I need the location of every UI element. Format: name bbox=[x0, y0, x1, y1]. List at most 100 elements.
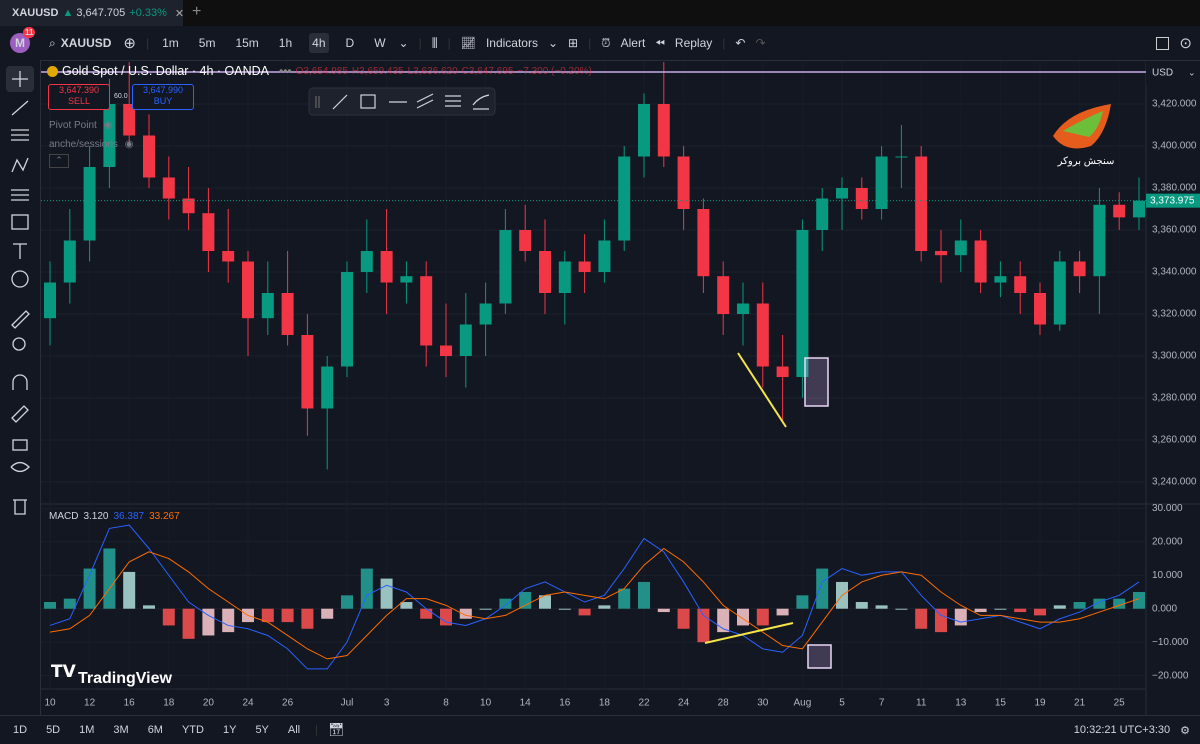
candle-body bbox=[598, 240, 611, 272]
histogram-bar bbox=[440, 608, 452, 626]
candle-body bbox=[281, 293, 294, 335]
candle-body bbox=[103, 104, 116, 167]
range[interactable]: 6M bbox=[147, 724, 163, 736]
indicator-sessions[interactable]: anche/sessions ◉ bbox=[49, 135, 133, 154]
new-tab[interactable]: + bbox=[192, 3, 202, 20]
ft-fib[interactable] bbox=[445, 95, 461, 107]
legend-title[interactable]: Gold Spot / U.S. Dollar · 4h · OANDA bbox=[62, 64, 270, 78]
candle-body bbox=[182, 198, 195, 214]
tool-fib[interactable] bbox=[11, 129, 29, 141]
tool-magnet[interactable] bbox=[12, 374, 28, 390]
histogram-bar bbox=[994, 608, 1007, 610]
y-tick-label: −10.000 bbox=[1152, 637, 1189, 648]
box-drawing bbox=[804, 357, 829, 407]
undo[interactable]: ↶ bbox=[735, 36, 746, 50]
range[interactable]: 5D bbox=[46, 724, 61, 736]
tool-line[interactable] bbox=[11, 100, 29, 116]
redo[interactable]: ↷ bbox=[755, 36, 766, 50]
x-tick-label: 24 bbox=[242, 698, 254, 709]
histogram-bar bbox=[182, 608, 195, 639]
interval[interactable]: 1h bbox=[278, 36, 293, 50]
ft-channel[interactable] bbox=[416, 93, 434, 109]
clock[interactable]: 10:32:21 UTC+3:30 bbox=[1073, 724, 1171, 736]
histogram-bar bbox=[400, 602, 413, 609]
interval[interactable]: 4h bbox=[309, 33, 329, 53]
range[interactable]: 1Y bbox=[222, 724, 237, 736]
alert[interactable]: Alert bbox=[620, 36, 646, 50]
ft-line[interactable] bbox=[332, 94, 348, 110]
buy-button[interactable]: 3,647.990 BUY bbox=[132, 84, 194, 110]
range[interactable]: YTD bbox=[181, 724, 204, 736]
tool-pencil[interactable] bbox=[11, 405, 29, 423]
range[interactable]: 5Y bbox=[255, 724, 269, 736]
tab-close[interactable]: ✕ bbox=[174, 7, 185, 20]
indicators[interactable]: Indicators bbox=[485, 36, 538, 50]
tool-emoji[interactable] bbox=[11, 270, 29, 288]
drag-handle[interactable] bbox=[315, 96, 320, 108]
fullscreen[interactable] bbox=[1156, 36, 1170, 50]
histogram-bar bbox=[915, 608, 928, 629]
tool-zoom[interactable] bbox=[12, 337, 26, 351]
range[interactable]: 3M bbox=[113, 724, 129, 736]
indicators-menu[interactable]: ⌄ bbox=[547, 36, 559, 50]
tool-eye[interactable] bbox=[10, 461, 30, 473]
avatar[interactable]: M 11 bbox=[10, 27, 36, 53]
interval[interactable]: D bbox=[345, 36, 355, 50]
legend: Gold Spot / U.S. Dollar · 4h · OANDA •••… bbox=[47, 64, 592, 78]
candle-body bbox=[737, 303, 749, 314]
currency-menu[interactable]: ⌄ bbox=[1188, 67, 1196, 77]
interval-menu[interactable]: ⌄ bbox=[398, 36, 409, 50]
tool-ruler[interactable] bbox=[11, 310, 30, 329]
eye-icon[interactable]: ◉ bbox=[124, 139, 134, 150]
histogram-bar bbox=[420, 608, 433, 619]
tool-trash[interactable] bbox=[13, 499, 27, 515]
ft-rect[interactable] bbox=[360, 94, 376, 109]
plot: 3,240.000 3,260.000 3,280.000 3,300.000 3,32… bbox=[41, 61, 1200, 709]
interval[interactable]: 5m bbox=[198, 36, 216, 50]
compare[interactable]: ⊕ bbox=[123, 35, 136, 52]
x-tick-label: 11 bbox=[916, 698, 927, 709]
collapse-legend[interactable]: ⌃ bbox=[49, 154, 69, 168]
range[interactable]: 1D bbox=[13, 724, 28, 736]
range[interactable]: All bbox=[287, 724, 301, 736]
candle-body bbox=[1093, 204, 1106, 277]
ft-fan[interactable] bbox=[472, 94, 490, 110]
search-icon[interactable]: ⌕ bbox=[49, 35, 56, 50]
goto-date[interactable]: 📅︎ bbox=[328, 722, 345, 737]
settings[interactable]: ⚙︎ bbox=[1180, 724, 1190, 737]
snapshot[interactable]: ⊙ bbox=[1179, 35, 1192, 52]
replay[interactable]: Replay bbox=[674, 36, 713, 50]
tool-lock[interactable] bbox=[12, 439, 28, 451]
ranges: 1D 5D 1M 3M 6M YTD 1Y 5Y All bbox=[8, 724, 305, 736]
tool-text[interactable] bbox=[13, 243, 27, 259]
interval[interactable]: 1m bbox=[162, 36, 179, 50]
interval[interactable]: W bbox=[374, 36, 386, 50]
symbol[interactable]: XAUUSD bbox=[60, 36, 112, 50]
histogram-bar bbox=[1014, 608, 1027, 613]
tab[interactable]: XAUUSD ▲ 3,647.705 +0.33% ✕ bbox=[0, 0, 185, 26]
macd-title[interactable]: MACD bbox=[49, 511, 79, 522]
range[interactable]: 1M bbox=[79, 724, 95, 736]
sell-button[interactable]: 3,647.390 SELL bbox=[48, 84, 110, 110]
currency[interactable]: USD bbox=[1152, 68, 1173, 79]
interval[interactable]: 15m bbox=[235, 36, 259, 50]
x-tick-label: Jul bbox=[341, 698, 354, 709]
candle-body bbox=[697, 209, 710, 277]
histogram-bar bbox=[261, 608, 274, 623]
candle-body bbox=[242, 261, 254, 319]
watermark-logo: سنجش بروکر bbox=[1053, 104, 1114, 167]
chart-type[interactable]: ⫴ bbox=[431, 34, 438, 51]
layouts[interactable]: ⊞ bbox=[568, 36, 579, 50]
y-tick-label: 3,340.000 bbox=[1152, 267, 1197, 278]
tool-shape[interactable] bbox=[11, 214, 29, 230]
indicator-pivot[interactable]: Pivot Point ◉ bbox=[49, 116, 133, 135]
legend-more[interactable]: ••• bbox=[279, 64, 292, 78]
y-tick-label: 20.000 bbox=[1152, 536, 1183, 547]
tool-forecast[interactable] bbox=[11, 189, 29, 201]
eye-icon[interactable]: ◉ bbox=[103, 120, 113, 131]
tool-pattern[interactable] bbox=[11, 157, 29, 173]
histogram-bar bbox=[816, 568, 829, 609]
tool-cross[interactable] bbox=[12, 71, 28, 87]
candle-body bbox=[360, 251, 373, 272]
candle-body bbox=[1073, 261, 1086, 277]
